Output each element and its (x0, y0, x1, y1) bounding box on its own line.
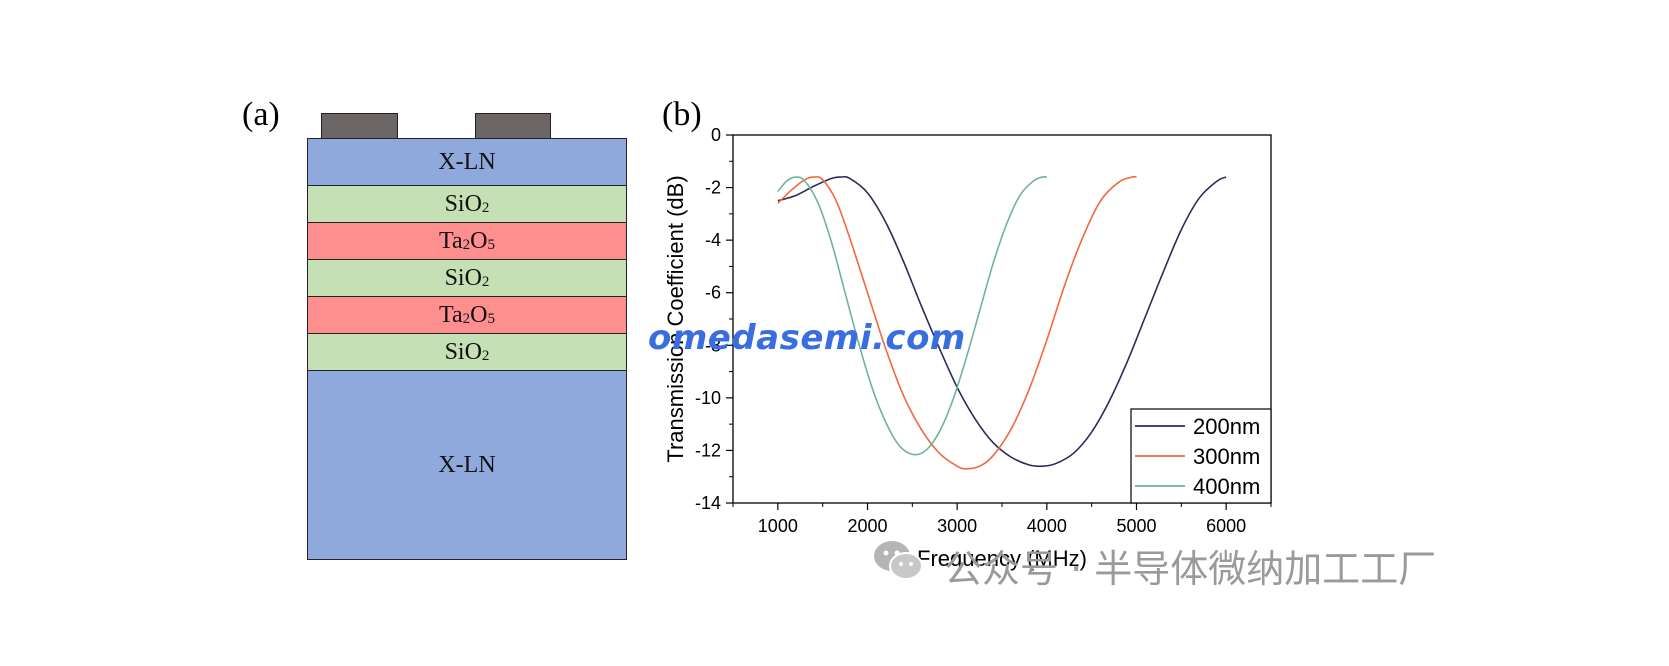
x-tick-label: 3000 (937, 516, 977, 536)
layer-sio2-1: SiO 2 (307, 185, 627, 223)
y-tick-label: 0 (711, 125, 721, 145)
x-tick-label: 1000 (758, 516, 798, 536)
y-tick-label: -12 (695, 440, 721, 460)
x-tick-label: 5000 (1116, 516, 1156, 536)
layer-xln-top: X-LN (307, 138, 627, 186)
x-tick-label: 6000 (1206, 516, 1246, 536)
y-tick-label: -2 (705, 178, 721, 198)
panel-b-label: (b) (662, 96, 702, 133)
series-line-400nm (777, 175, 1047, 456)
y-tick-label: -10 (695, 388, 721, 408)
electrode-right (475, 113, 551, 140)
legend-label: 300nm (1193, 444, 1260, 469)
y-tick-label: -6 (705, 283, 721, 303)
layer-sio2-2: SiO 2 (307, 259, 627, 297)
legend-label: 200nm (1193, 414, 1260, 439)
series-line-200nm (777, 175, 1227, 468)
series-line-300nm (777, 175, 1137, 470)
y-tick-label: -14 (695, 493, 721, 513)
layer-xln-bottom: X-LN (307, 370, 627, 560)
x-axis-label: Frequency (MHz) (917, 546, 1087, 571)
layer-sio2-3: SiO 2 (307, 333, 627, 371)
x-tick-label: 4000 (1027, 516, 1067, 536)
watermark-text: omedasemi.com (648, 318, 966, 358)
wechat-icon (872, 538, 924, 584)
y-tick-label: -8 (705, 335, 721, 355)
x-tick-label: 2000 (847, 516, 887, 536)
footer-text: 公众号 · 半导体微纳加工工厂 (944, 547, 1437, 591)
legend-label: 400nm (1193, 474, 1260, 499)
y-tick-label: -4 (705, 230, 721, 250)
panel-a-label: (a) (242, 96, 280, 133)
y-axis-label: Transmission Coefficient (dB) (663, 175, 688, 462)
